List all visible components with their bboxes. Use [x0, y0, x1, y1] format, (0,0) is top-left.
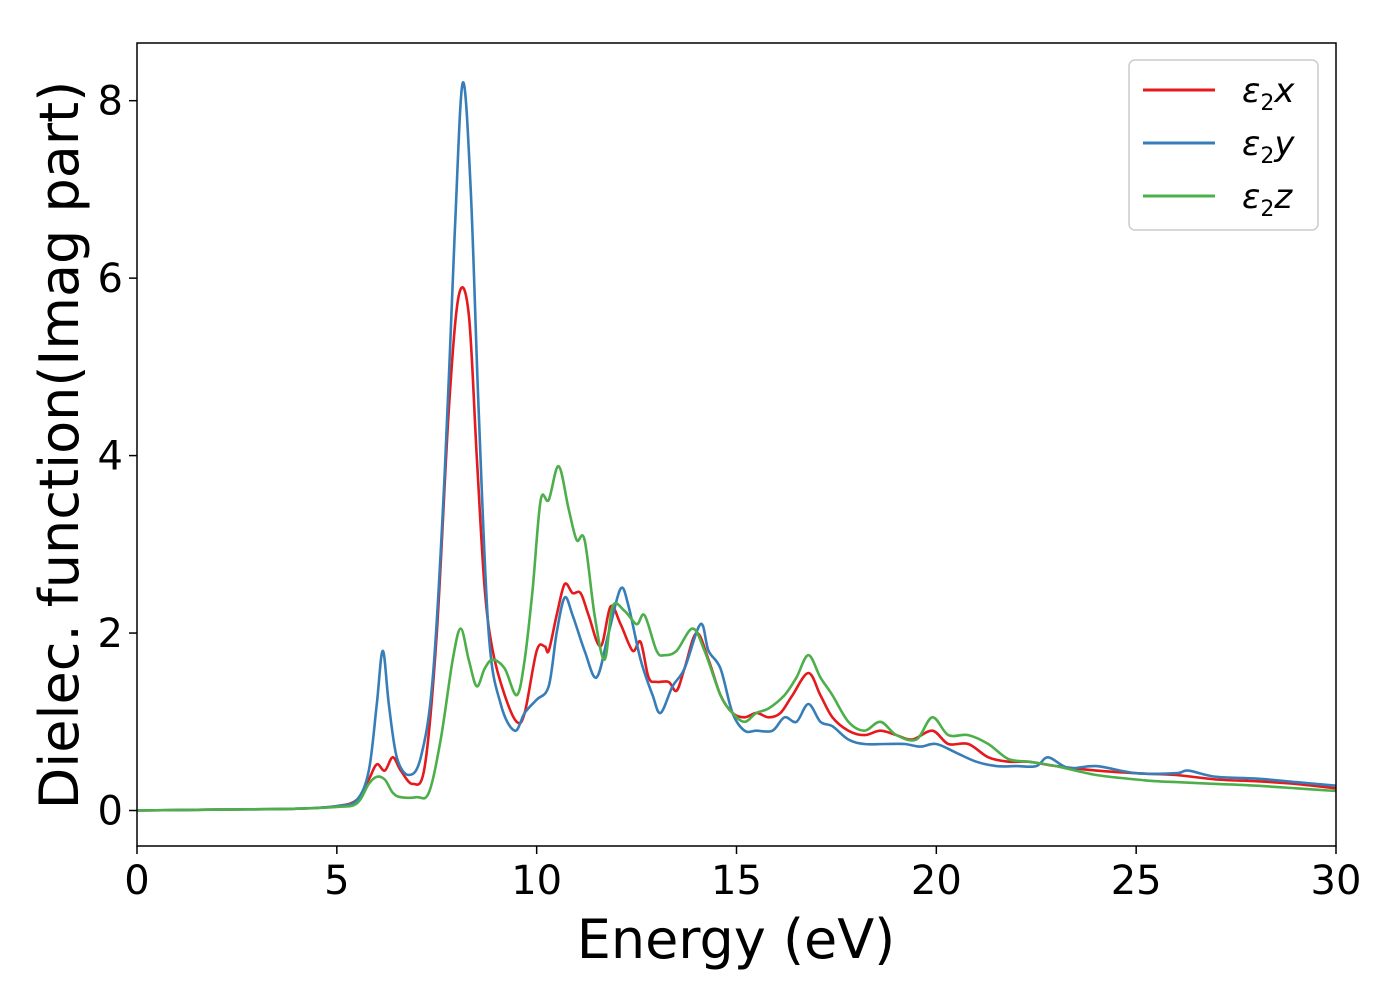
x-tick-label: 0: [124, 858, 149, 904]
y-tick-label: 8: [98, 79, 123, 125]
y-tick-label: 2: [98, 611, 123, 657]
y-tick-label: 4: [98, 434, 123, 480]
x-tick-label: 15: [711, 858, 762, 904]
y-axis-title: Dielec. function(Imag part): [28, 81, 91, 810]
x-tick-label: 30: [1311, 858, 1362, 904]
x-tick-label: 5: [324, 858, 349, 904]
x-tick-label: 25: [1111, 858, 1162, 904]
y-tick-label: 0: [98, 789, 123, 835]
y-tick-label: 6: [98, 256, 123, 302]
x-tick-label: 10: [511, 858, 562, 904]
x-tick-label: 20: [911, 858, 962, 904]
x-axis-title: Energy (eV): [577, 908, 896, 971]
